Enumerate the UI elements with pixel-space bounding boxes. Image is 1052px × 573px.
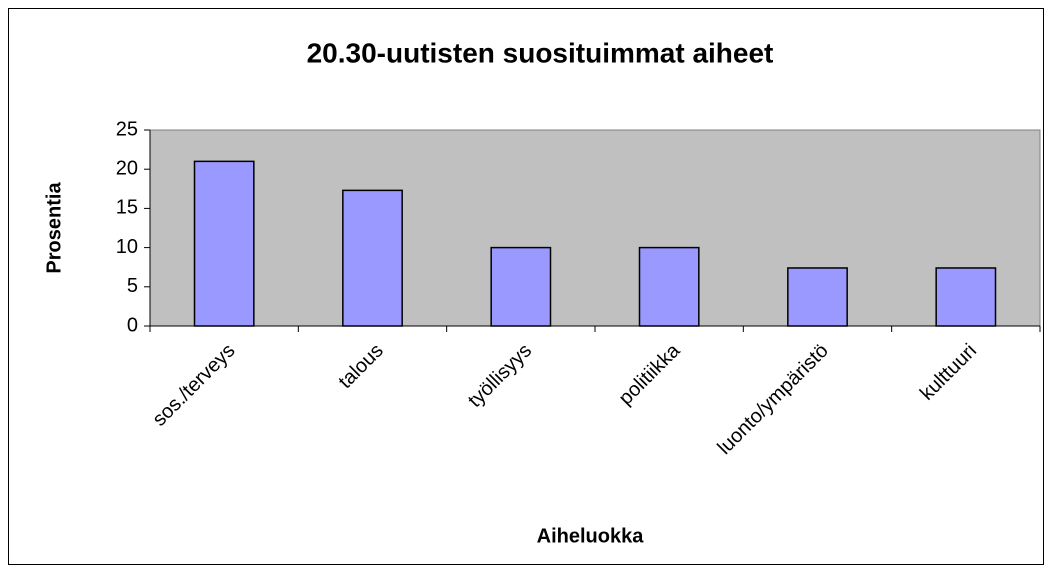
y-tick-label: 10 [116,236,138,258]
y-tick-label: 25 [116,118,138,140]
bar [935,267,997,327]
bar [193,160,255,327]
bar [787,267,848,327]
chart-title: 20.30-uutisten suosituimmat aiheet [307,37,774,68]
y-axis-title: Prosentia [43,182,65,274]
bar [490,246,552,327]
x-axis-title: Aiheluokka [537,525,645,547]
y-tick-label: 0 [127,314,138,336]
bar [638,246,700,327]
plot-area [149,129,1041,327]
y-tick-label: 5 [127,275,138,297]
y-tick-label: 20 [116,157,138,179]
y-tick-label: 15 [116,197,138,219]
bar [342,189,403,327]
